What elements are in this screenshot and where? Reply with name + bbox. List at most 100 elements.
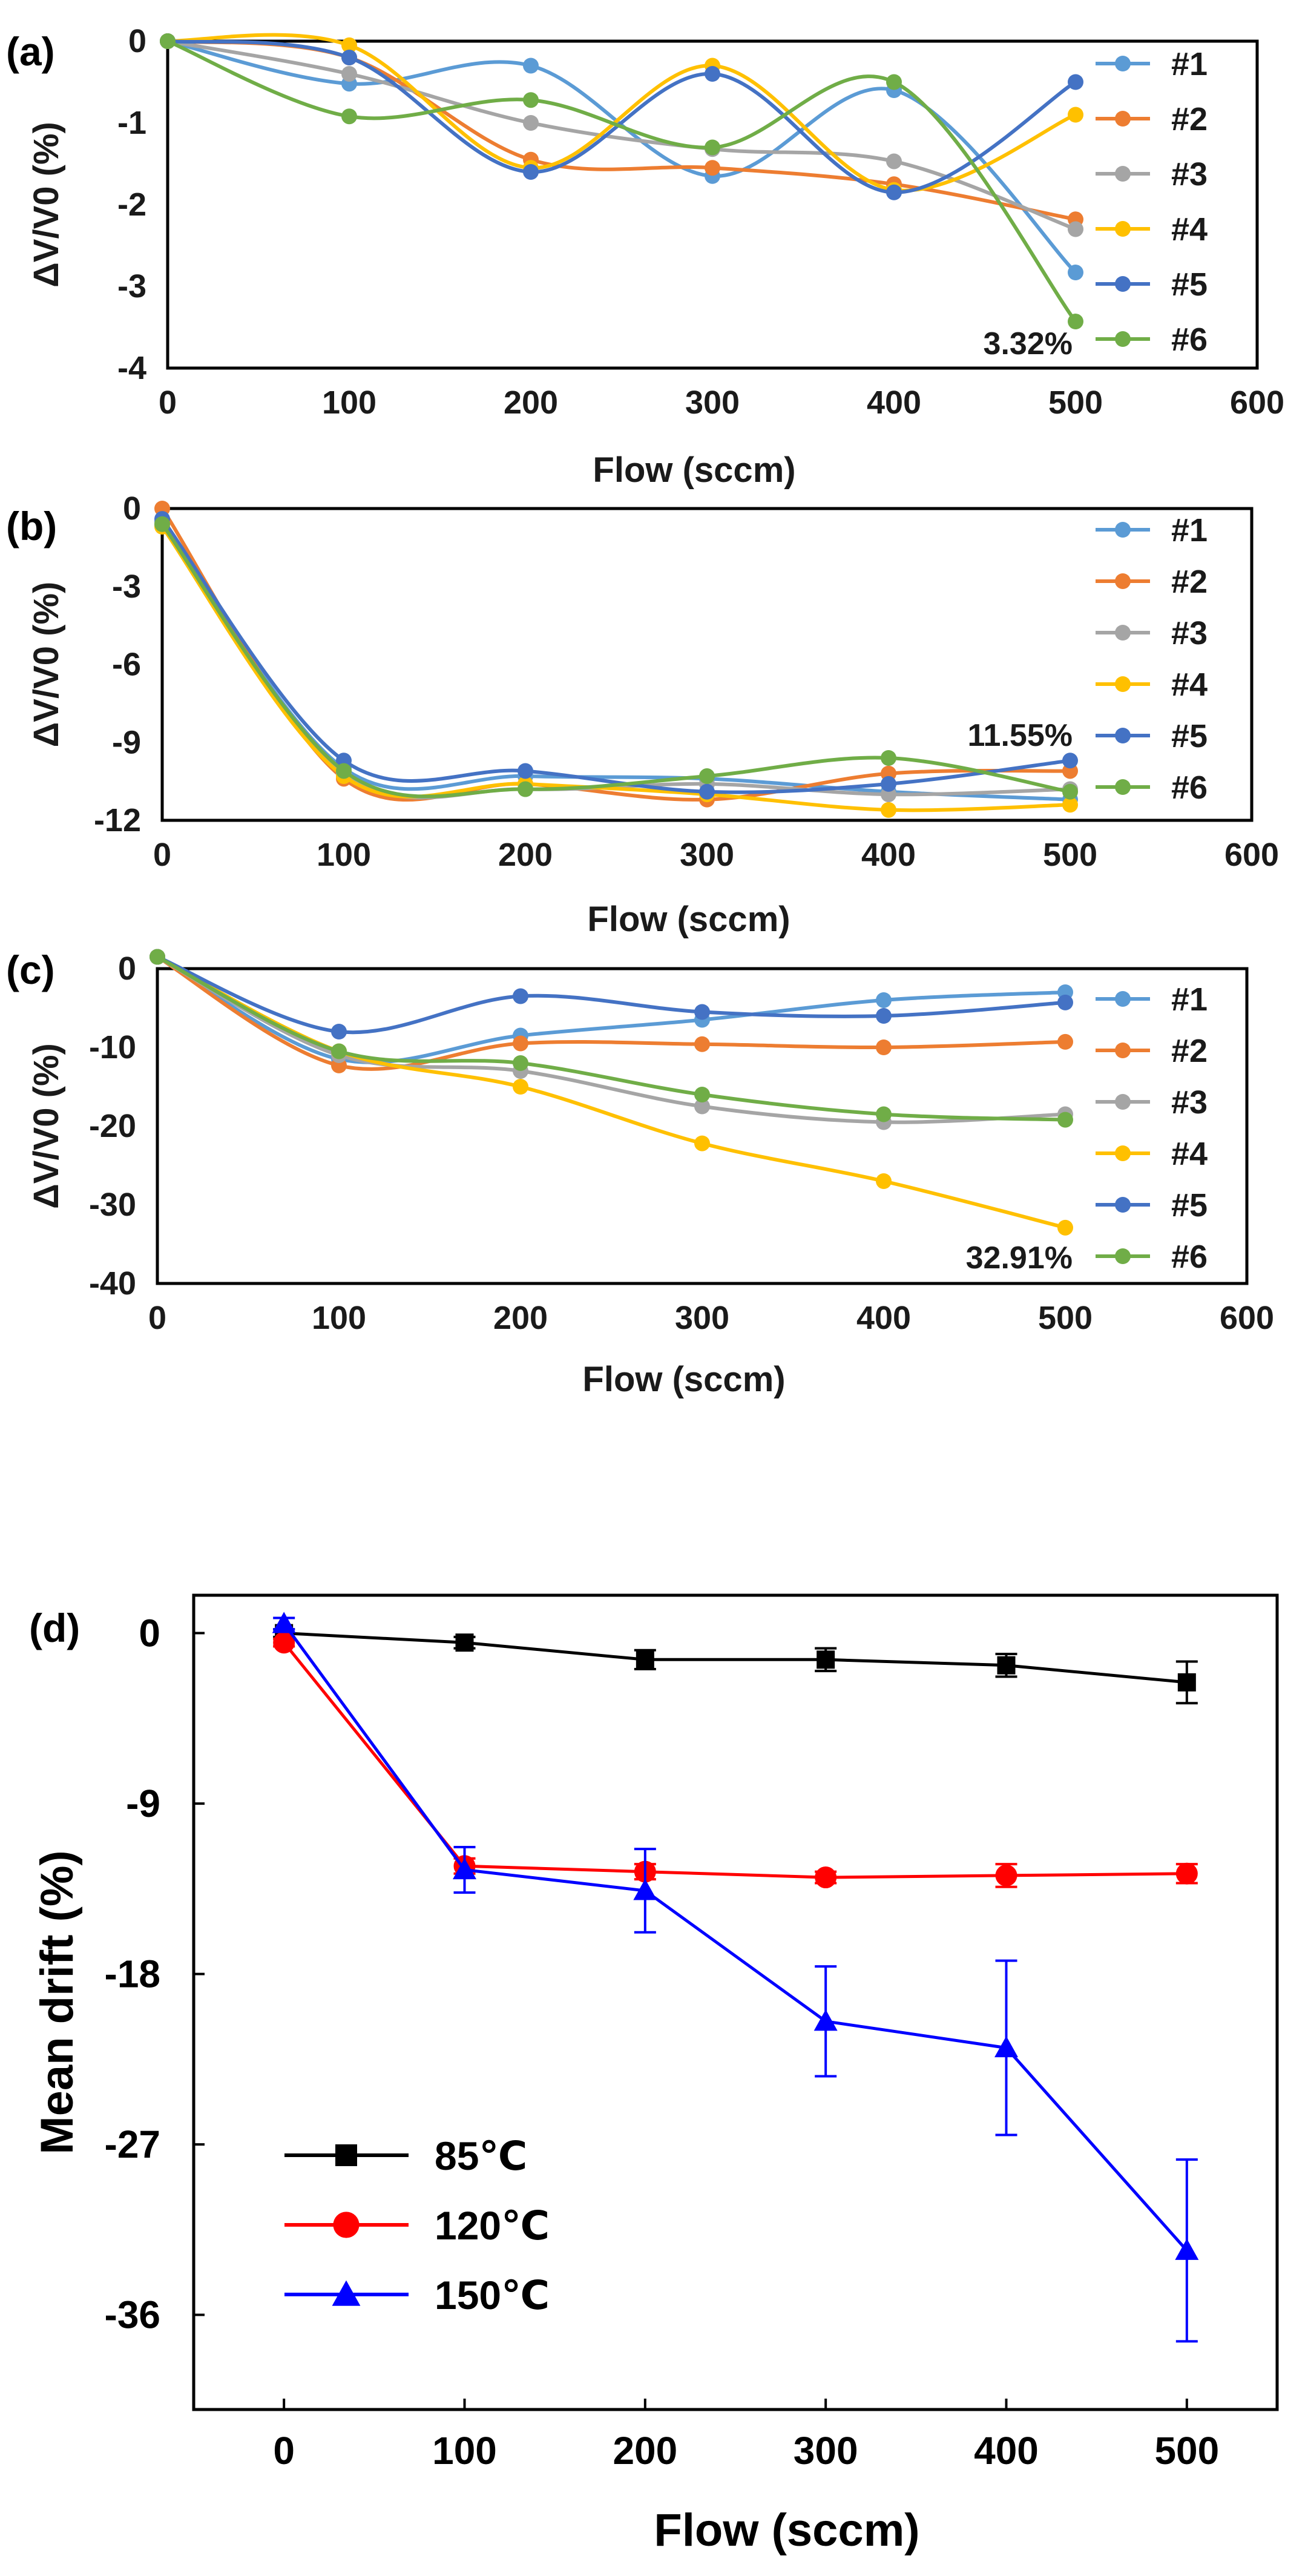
y-axis-label: ΔV/V0 (%) (27, 122, 66, 288)
legend-item: #6 (1096, 1239, 1208, 1275)
data-point (1057, 1112, 1073, 1128)
legend-swatch-marker (1115, 728, 1131, 743)
x-tick-label: 500 (1048, 384, 1103, 421)
legend-swatch-marker (1115, 166, 1131, 182)
x-tick-label: 500 (1038, 1300, 1093, 1336)
data-point (331, 1024, 347, 1039)
data-point (1068, 314, 1083, 330)
y-tick-label: -9 (112, 724, 141, 760)
chart-panel-a: (a) 0 100 200 300 400 500 600 0 -1 -2 -3 -4 Flow (scc… (6, 23, 1284, 490)
legend-item: #6 (1096, 769, 1208, 806)
legend-label: #5 (1171, 718, 1208, 754)
legend-swatch-marker (1115, 522, 1131, 538)
legend-swatch-marker (1115, 991, 1131, 1007)
y-tick-label: -9 (126, 1782, 160, 1825)
series-line (167, 39, 1077, 194)
series-3 (272, 1612, 1199, 2343)
data-point-circle (1175, 1862, 1198, 1885)
panel-label: (a) (6, 29, 55, 74)
data-point (1062, 783, 1078, 800)
series-6 (150, 949, 1073, 1128)
data-point (523, 92, 539, 108)
data-point (341, 50, 357, 65)
series-5 (160, 33, 1083, 200)
series-line (166, 39, 1077, 323)
series-6 (154, 516, 1078, 800)
data-point (513, 1035, 528, 1052)
data-point (699, 768, 715, 785)
legend-swatch-marker (1115, 676, 1131, 692)
x-tick-label: 300 (685, 384, 740, 421)
annotation-text: 11.55% (968, 718, 1073, 753)
chart-panel-c: (c) 0 100 200 300 400 500 600 0 -10 -20 -30 -40 Flow … (6, 947, 1274, 1399)
data-point (336, 763, 352, 779)
x-tick-label: 0 (159, 384, 177, 421)
legend-label: 150℃ (435, 2273, 550, 2317)
legend-label: #4 (1171, 667, 1208, 703)
legend-item: #1 (1096, 512, 1208, 548)
plot-frame (156, 967, 1249, 1285)
series-line (283, 1622, 1188, 2252)
x-tick-label: 0 (148, 1300, 166, 1336)
plot-frame (192, 1593, 1279, 2411)
y-tick-label: -20 (89, 1108, 136, 1144)
data-point-triangle (272, 1612, 296, 1633)
legend-swatch-marker (1115, 221, 1131, 237)
data-point (154, 516, 170, 532)
data-point (518, 781, 533, 797)
data-point (341, 37, 357, 53)
legend-label: #2 (1171, 564, 1208, 600)
series-line (156, 955, 1066, 1124)
data-point (705, 160, 720, 176)
data-point-triangle (994, 2036, 1018, 2058)
legend-swatch-marker (1115, 1094, 1131, 1110)
x-tick-label: 100 (312, 1300, 366, 1336)
data-point (705, 66, 720, 82)
series-line (167, 39, 1077, 231)
y-tick-label: -40 (89, 1265, 136, 1302)
legend-swatch-marker (1115, 1145, 1131, 1161)
series-2 (154, 501, 1078, 808)
series-line (160, 518, 1071, 794)
data-point (876, 1173, 892, 1189)
legend-item: #2 (1096, 1033, 1208, 1069)
series-line (283, 1641, 1187, 1879)
data-point (513, 1055, 528, 1071)
legend-item: #5 (1096, 266, 1208, 303)
series-3 (160, 33, 1083, 237)
data-point (518, 763, 533, 779)
x-axis-label: Flow (sccm) (593, 450, 795, 490)
data-point (694, 1098, 710, 1115)
data-point (1057, 1033, 1073, 1050)
series-line (167, 39, 1076, 222)
x-tick-label: 0 (153, 837, 171, 873)
series-line (160, 520, 1071, 802)
data-point (1068, 265, 1083, 281)
x-tick-label: 0 (273, 2429, 295, 2472)
series-5 (154, 511, 1078, 800)
legend-swatch-marker (1115, 573, 1131, 589)
legend-item: 150℃ (284, 2273, 550, 2317)
data-point (881, 802, 896, 818)
legend-swatch-marker (1115, 331, 1131, 347)
annotation-text: 32.91% (966, 1240, 1073, 1276)
y-tick-label: -4 (117, 350, 146, 386)
series-line (156, 955, 1066, 1035)
legend-label: 85℃ (435, 2133, 527, 2178)
legend-swatch-marker (1115, 625, 1131, 641)
x-axis-label: Flow (sccm) (654, 2505, 919, 2556)
series-line (156, 955, 1066, 1064)
x-tick-label: 200 (504, 384, 558, 421)
data-point-circle (995, 1864, 1017, 1886)
series-line (156, 955, 1066, 1071)
x-tick-label: 100 (322, 384, 376, 421)
data-point (160, 33, 176, 49)
data-point (876, 1039, 892, 1055)
data-point (1057, 1219, 1073, 1236)
legend-label: #3 (1171, 156, 1208, 193)
legend-swatch-marker (1115, 1197, 1131, 1213)
legend-label: #3 (1171, 615, 1208, 651)
legend-label: #3 (1171, 1084, 1208, 1121)
